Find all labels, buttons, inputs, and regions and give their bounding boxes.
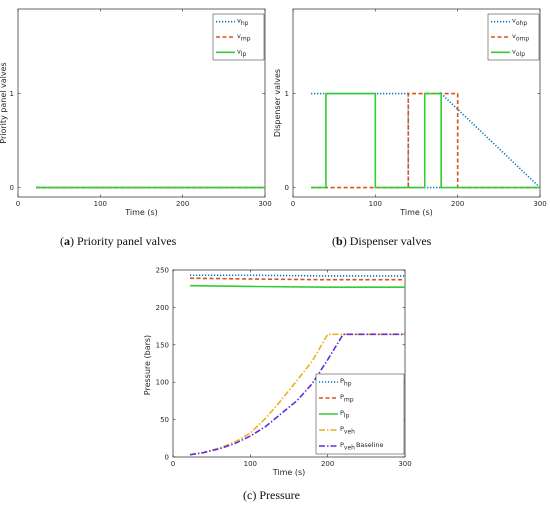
legend-entry-sub: olp — [516, 51, 525, 58]
legend-entry: vohp — [512, 17, 527, 28]
y-axis-label: Priority panel valves — [0, 62, 8, 143]
caption-a: (a) Priority panel valves — [60, 234, 177, 248]
x-tick-label: 200 — [451, 200, 464, 208]
legend-entry-sub: mp — [344, 397, 354, 404]
x-tick-label: 300 — [258, 200, 271, 208]
legend-entry-base: P — [340, 441, 344, 449]
legend-entry: vomp — [512, 32, 529, 43]
legend-entry-sub: veh — [344, 445, 355, 452]
legend-entry: Plp — [340, 409, 350, 420]
legend-entry-sub: ohp — [516, 20, 527, 27]
legend-entry-base: P — [340, 409, 344, 417]
series-line-p_mp — [190, 277, 405, 281]
x-tick-label: 0 — [291, 200, 295, 208]
series-line-p_lp — [190, 284, 405, 289]
legend-entry-sub: lp — [241, 51, 247, 58]
x-tick-label: 0 — [16, 200, 20, 208]
x-axis-label: Time (s) — [124, 208, 158, 217]
series-line-p_veh-baseline — [189, 333, 405, 456]
legend-entry: vhp — [237, 17, 249, 28]
y-axis-label: Pressure (bars) — [143, 335, 152, 395]
legend-entry-base: P — [340, 393, 344, 401]
legend-entry: Pmp — [340, 393, 354, 404]
y-tick-label: 0 — [165, 454, 169, 462]
y-axis-label: Dispenser valves — [273, 69, 282, 137]
x-tick-label: 100 — [369, 200, 382, 208]
legend-entry-sub: hp — [241, 20, 249, 27]
x-tick-label: 200 — [321, 460, 334, 468]
legend-entry-sub: omp — [516, 36, 530, 43]
y-tick-label: 0 — [10, 184, 14, 192]
x-tick-label: 200 — [176, 200, 189, 208]
x-tick-label: 100 — [244, 460, 257, 468]
y-tick-label: 50 — [160, 416, 169, 424]
x-tick-label: 300 — [398, 460, 411, 468]
legend-entry-base: v — [237, 17, 241, 25]
legend-entry-suffix: Baseline — [356, 441, 384, 449]
y-tick-label: 150 — [156, 341, 169, 349]
legend-entry-base: P — [340, 425, 344, 433]
legend-entry: vmp — [237, 32, 251, 43]
y-tick-label: 200 — [156, 304, 169, 312]
legend-entry-base: v — [512, 47, 516, 55]
legend-entry: Php — [340, 377, 352, 388]
y-tick-label: 100 — [156, 379, 169, 387]
legend-entry-sub: veh — [344, 429, 355, 436]
legend-entry-base: v — [512, 32, 516, 40]
caption-b: (b) Dispenser valves — [332, 234, 432, 248]
x-tick-label: 100 — [94, 200, 107, 208]
caption-c: (c) Pressure — [243, 488, 300, 502]
x-tick-label: 300 — [533, 200, 546, 208]
chart-a: 0 100 200 300 0 1 Time (s) Priority panel valve… — [0, 8, 272, 217]
legend-entry-sub: hp — [344, 381, 352, 388]
legend-entry-base: v — [512, 17, 516, 25]
legend-entry: PvehBaseline — [340, 441, 384, 452]
chart-c: 0 100 200 300 0 50 100 150 200 250 Time (s) Pressur… — [143, 267, 412, 478]
legend-entry-base: v — [237, 32, 241, 40]
legend-entry: volp — [512, 47, 525, 58]
legend-entry-sub: lp — [344, 413, 350, 420]
y-tick-label: 1 — [10, 90, 14, 98]
legend-entry-sub: mp — [241, 36, 251, 43]
x-axis-label: Time (s) — [399, 208, 433, 217]
y-tick-label: 250 — [156, 267, 169, 275]
legend-entry: Pveh — [340, 425, 355, 436]
series-line-p_hp — [190, 274, 405, 277]
x-axis-label: Time (s) — [272, 468, 306, 477]
legend-entry-base: v — [237, 47, 241, 55]
series-line-v_olp — [311, 92, 540, 189]
legend-entry: vlp — [237, 47, 247, 58]
y-tick-label: 0 — [285, 184, 289, 192]
legend-entry-base: P — [340, 377, 344, 385]
y-tick-label: 1 — [285, 90, 289, 98]
x-tick-label: 0 — [171, 460, 175, 468]
